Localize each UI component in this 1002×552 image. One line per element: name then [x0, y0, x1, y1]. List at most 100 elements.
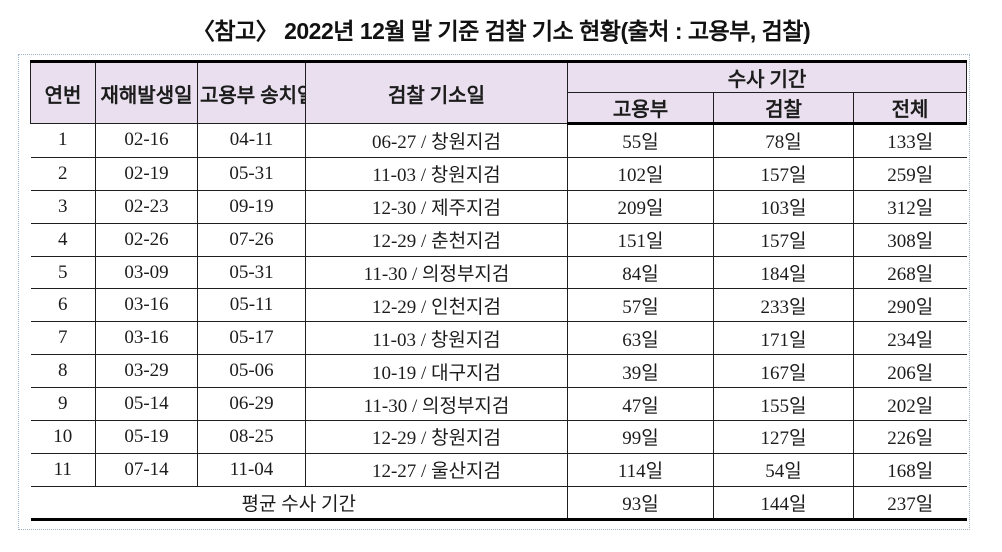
col-header-investigation-period: 수사 기간	[566, 60, 968, 93]
cell-prosecution-days: 171일	[713, 321, 854, 356]
cell-prosecution-days: 127일	[713, 420, 854, 454]
cell-prosecution-days: 184일	[713, 255, 854, 290]
cell-prosecution-days: 155일	[713, 387, 854, 422]
cell-serial: 4	[30, 222, 96, 257]
cell-accident-date: 03-16	[95, 288, 198, 323]
col-header-serial: 연번	[30, 60, 96, 124]
cell-total-days: 312일	[852, 189, 967, 224]
cell-serial: 3	[30, 189, 96, 224]
subcol-header-total: 전체	[852, 92, 968, 125]
col-header-referral-date: 고용부 송치일	[197, 60, 306, 124]
cell-total-days: 234일	[852, 321, 967, 356]
cell-indictment: 10-19 / 대구지검	[305, 354, 568, 389]
cell-moel-days: 209일	[567, 189, 714, 224]
table-row: 8 03-29 05-06 10-19 / 대구지검 39일 167일 206일	[30, 354, 967, 389]
cell-referral-date: 05-31	[197, 156, 306, 191]
cell-total-days: 133일	[852, 123, 967, 158]
cell-accident-date: 02-16	[95, 123, 198, 158]
cell-prosecution-days: 167일	[713, 354, 854, 389]
table-row: 1 02-16 04-11 06-27 / 창원지검 55일 78일 133일	[30, 123, 967, 158]
cell-indictment: 12-29 / 창원지검	[305, 420, 568, 454]
cell-referral-date: 06-29	[197, 387, 306, 422]
cell-total-days: 308일	[852, 222, 967, 257]
cell-indictment: 11-30 / 의정부지검	[305, 387, 568, 422]
table-row: 4 02-26 07-26 12-29 / 춘천지검 151일 157일 308…	[30, 222, 967, 257]
cell-prosecution-days: 157일	[713, 156, 854, 191]
cell-prosecution-days: 78일	[713, 123, 854, 158]
cell-moel-days: 63일	[567, 321, 714, 356]
average-prosecution-days: 144일	[713, 485, 854, 521]
cell-prosecution-days: 103일	[713, 189, 854, 224]
cell-referral-date: 05-17	[197, 321, 306, 356]
subcol-header-prosecution: 검찰	[713, 92, 854, 125]
cell-serial: 6	[30, 288, 96, 323]
cell-accident-date: 02-23	[95, 189, 198, 224]
cell-serial: 7	[30, 321, 96, 356]
table-row: 2 02-19 05-31 11-03 / 창원지검 102일 157일 259…	[30, 156, 967, 191]
cell-accident-date: 03-09	[95, 255, 198, 290]
cell-accident-date: 05-14	[95, 387, 198, 422]
cell-referral-date: 05-11	[197, 288, 306, 323]
cell-total-days: 268일	[852, 255, 967, 290]
col-header-accident-date: 재해발생일	[95, 60, 198, 124]
table-row: 9 05-14 06-29 11-30 / 의정부지검 47일 155일 202…	[30, 387, 967, 422]
cell-serial: 10	[30, 420, 96, 454]
cell-prosecution-days: 54일	[713, 452, 854, 487]
cell-indictment: 12-27 / 울산지검	[305, 452, 568, 487]
cell-moel-days: 57일	[567, 288, 714, 323]
cell-referral-date: 08-25	[197, 420, 306, 454]
cell-accident-date: 03-16	[95, 321, 198, 356]
cell-moel-days: 151일	[567, 222, 714, 257]
cell-indictment: 06-27 / 창원지검	[305, 123, 568, 158]
cell-indictment: 12-30 / 제주지검	[305, 189, 568, 224]
cell-serial: 5	[30, 255, 96, 290]
cell-indictment: 11-03 / 창원지검	[305, 321, 568, 356]
cell-indictment: 11-03 / 창원지검	[305, 156, 568, 191]
cell-moel-days: 55일	[567, 123, 714, 158]
cell-prosecution-days: 233일	[713, 288, 854, 323]
prosecution-status-table: 연번 재해발생일 고용부 송치일 검찰 기소일 수사 기간 고용부 검찰 전체 …	[30, 60, 968, 521]
cell-total-days: 290일	[852, 288, 967, 323]
cell-referral-date: 07-26	[197, 222, 306, 257]
cell-serial: 11	[30, 452, 96, 487]
cell-referral-date: 04-11	[197, 123, 306, 158]
cell-accident-date: 02-19	[95, 156, 198, 191]
average-total-days: 237일	[852, 485, 967, 521]
cell-moel-days: 99일	[567, 420, 714, 454]
cell-indictment: 11-30 / 의정부지검	[305, 255, 568, 290]
cell-referral-date: 05-06	[197, 354, 306, 389]
cell-total-days: 259일	[852, 156, 967, 191]
cell-total-days: 168일	[852, 452, 967, 487]
cell-moel-days: 47일	[567, 387, 714, 422]
cell-indictment: 12-29 / 인천지검	[305, 288, 568, 323]
table-row: 5 03-09 05-31 11-30 / 의정부지검 84일 184일 268…	[30, 255, 967, 290]
table-row: 11 07-14 11-04 12-27 / 울산지검 114일 54일 168…	[30, 452, 967, 487]
cell-indictment: 12-29 / 춘천지검	[305, 222, 568, 257]
cell-referral-date: 09-19	[197, 189, 306, 224]
subcol-header-moel: 고용부	[567, 92, 714, 125]
cell-serial: 8	[30, 354, 96, 389]
average-label: 평균 수사 기간	[30, 485, 568, 521]
table-row: 10 05-19 08-25 12-29 / 창원지검 99일 127일 226…	[30, 420, 967, 454]
table-row: 6 03-16 05-11 12-29 / 인천지검 57일 233일 290일	[30, 288, 967, 323]
cell-total-days: 206일	[852, 354, 967, 389]
average-moel-days: 93일	[567, 485, 714, 521]
page-title: 〈참고〉 2022년 12월 말 기준 검찰 기소 현황(출처 : 고용부, 검…	[191, 18, 811, 44]
cell-moel-days: 84일	[567, 255, 714, 290]
cell-accident-date: 03-29	[95, 354, 198, 389]
cell-moel-days: 102일	[567, 156, 714, 191]
col-header-indictment-date: 검찰 기소일	[305, 60, 568, 124]
table-row: 7 03-16 05-17 11-03 / 창원지검 63일 171일 234일	[30, 321, 967, 356]
cell-referral-date: 11-04	[197, 452, 306, 487]
cell-accident-date: 02-26	[95, 222, 198, 257]
cell-accident-date: 05-19	[95, 420, 198, 454]
table-row: 3 02-23 09-19 12-30 / 제주지검 209일 103일 312…	[30, 189, 967, 224]
cell-moel-days: 39일	[567, 354, 714, 389]
cell-moel-days: 114일	[567, 452, 714, 487]
cell-serial: 9	[30, 387, 96, 422]
table-subheader-row: 고용부 검찰 전체	[31, 92, 968, 125]
cell-accident-date: 07-14	[95, 452, 198, 487]
table-average-row: 평균 수사 기간 93일 144일 237일	[30, 485, 967, 521]
cell-prosecution-days: 157일	[713, 222, 854, 257]
